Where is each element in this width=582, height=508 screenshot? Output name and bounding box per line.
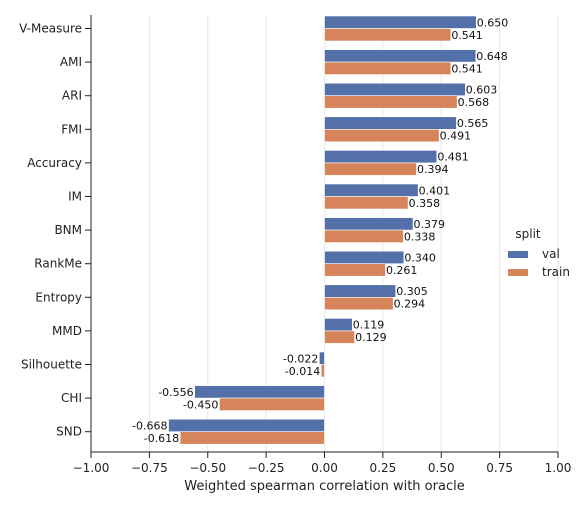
data-label-val: 0.119 (353, 319, 385, 332)
legend-label-train: train (542, 265, 570, 279)
bar-val (168, 418, 325, 433)
data-label-val: 0.565 (457, 117, 489, 130)
bar-val (324, 116, 457, 130)
y-tick-label: MMD (52, 324, 82, 338)
y-tick-label: AMI (60, 55, 82, 69)
data-label-train: 0.394 (417, 163, 449, 176)
bar-train (219, 397, 325, 411)
bar-train (324, 61, 452, 75)
x-tick-label: 0.00 (311, 461, 338, 475)
bar-val (324, 49, 477, 63)
data-label-train: -0.450 (183, 398, 218, 411)
bar-val (324, 250, 405, 264)
bar-val (194, 385, 325, 399)
bar-train (324, 229, 404, 243)
axes: V-Measure AMI ARI FMI Accuracy IM BNM RankMe Ent… (19, 15, 571, 475)
y-tick-label: FMI (61, 122, 82, 136)
bar-train (324, 162, 417, 176)
data-label-val: 0.481 (437, 151, 469, 164)
bars (168, 15, 477, 445)
data-label-val: -0.022 (283, 352, 318, 365)
y-tick-label: ARI (62, 89, 82, 103)
data-label-val: 0.650 (477, 16, 509, 29)
data-label-val: 0.340 (404, 251, 436, 264)
x-axis-label: Weighted spearman correlation with oracl… (184, 479, 464, 494)
bar-val (324, 217, 414, 231)
bar-val (324, 82, 466, 96)
bar-val (324, 318, 353, 332)
x-tick-label: 0.25 (370, 461, 397, 475)
data-label-train: 0.568 (458, 96, 490, 109)
bar-train (179, 431, 325, 445)
y-tick-label: V-Measure (19, 22, 82, 36)
legend-swatch-val (508, 251, 528, 258)
y-tick-label: Entropy (35, 290, 82, 304)
bar-val (324, 284, 397, 298)
data-labels: 0.6500.5410.6480.5410.6030.5680.5650.491… (132, 16, 508, 445)
x-tick-label: 1.00 (545, 461, 572, 475)
legend-label-val: val (542, 247, 560, 261)
x-tick-label: 0.75 (486, 461, 513, 475)
data-label-train: 0.338 (404, 230, 436, 243)
data-label-train: 0.541 (451, 62, 483, 75)
y-tick-label: Accuracy (27, 156, 82, 170)
y-tick-label: BNM (54, 223, 82, 237)
y-tick-label: SND (56, 425, 82, 439)
data-label-train: 0.129 (355, 331, 387, 344)
legend: split val train (508, 227, 570, 279)
legend-swatch-train (508, 269, 528, 276)
data-label-val: 0.305 (396, 285, 428, 298)
bar-val (319, 351, 325, 365)
bar-val (324, 150, 438, 164)
bar-train (320, 364, 325, 378)
bar-train (324, 28, 452, 42)
y-tick-label: Silhouette (21, 358, 82, 372)
bar-train (324, 296, 394, 311)
bar-train (324, 129, 440, 143)
data-label-train: 0.294 (394, 298, 426, 311)
data-label-val: -0.668 (132, 419, 167, 432)
x-tick-label: 0.50 (428, 461, 455, 475)
legend-title: split (515, 227, 541, 241)
bar-val (324, 15, 477, 29)
bar-train (324, 330, 355, 344)
data-label-val: 0.648 (476, 50, 508, 63)
bar-train (324, 95, 458, 109)
x-tick-label: −0.50 (189, 461, 226, 475)
x-tick-label: −0.75 (131, 461, 168, 475)
bar-train (324, 196, 409, 210)
data-label-val: 0.401 (419, 184, 451, 197)
data-label-train: 0.491 (440, 130, 472, 143)
data-label-val: 0.603 (466, 83, 498, 96)
bar-val (324, 183, 419, 197)
data-label-train: 0.261 (386, 264, 418, 277)
data-label-train: -0.014 (285, 365, 320, 378)
y-tick-label: IM (68, 190, 82, 204)
x-tick-label: −1.00 (73, 461, 110, 475)
y-tick-label: CHI (61, 391, 82, 405)
bar-train (324, 263, 386, 277)
data-label-val: -0.556 (158, 386, 193, 399)
data-label-train: 0.358 (409, 197, 441, 210)
x-tick-label: −0.25 (248, 461, 285, 475)
y-tick-label: RankMe (34, 257, 82, 271)
data-label-train: -0.618 (144, 432, 179, 445)
data-label-train: 0.541 (451, 29, 483, 42)
data-label-val: 0.379 (413, 218, 445, 231)
